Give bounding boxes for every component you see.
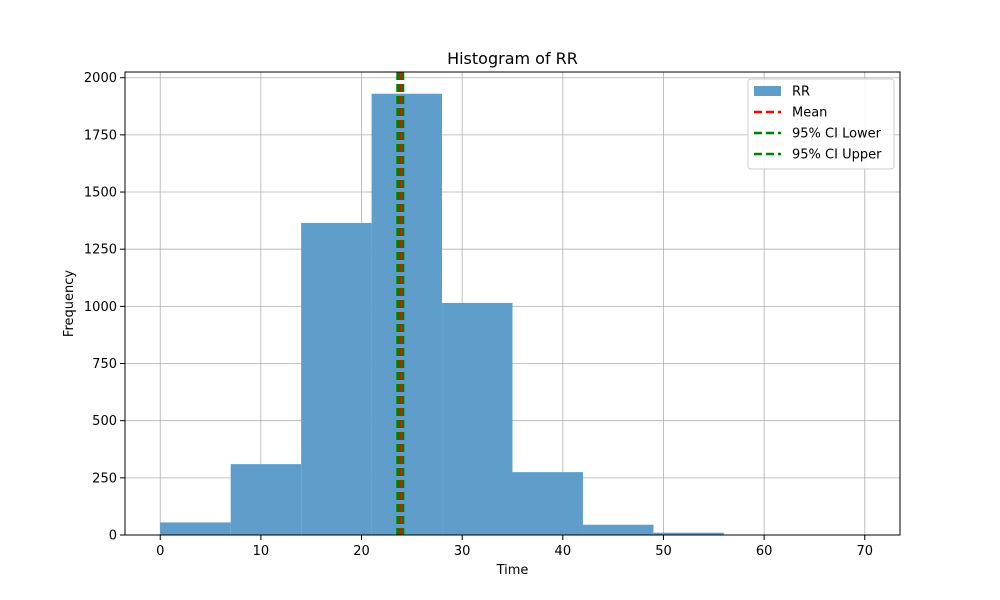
y-tick-label: 500 [92,414,117,429]
x-tick-label: 40 [555,544,572,559]
x-tick-label: 70 [856,544,873,559]
histogram-bar-6 [582,524,654,535]
y-tick-label: 250 [92,471,117,486]
histogram-bar-2 [301,222,372,536]
y-tick-label: 0 [109,529,117,544]
legend-label: 95% CI Lower [792,127,882,142]
legend-label: RR [792,85,810,100]
x-tick-label: 10 [253,544,270,559]
histogram-bar-0 [160,522,231,535]
legend: RR Mean 95% CI Lower 95% CI Upper [747,78,895,170]
y-tick-label: 2000 [84,71,117,86]
x-axis-label: Time [496,563,529,578]
histogram-bar-5 [512,472,583,535]
legend-label: Mean [792,106,827,121]
histogram-bars [160,93,865,536]
histogram-bar-4 [442,302,513,535]
histogram-bar-3 [371,93,443,536]
reference-lines [396,72,405,535]
legend-box [747,78,895,170]
legend-swatch [754,86,781,96]
histogram-bar-7 [653,532,724,535]
y-tick-label: 1000 [84,300,117,315]
x-tick-label: 30 [454,544,471,559]
y-tick-label: 1750 [84,128,117,143]
y-axis-label: Frequency [62,270,77,337]
x-tick-label: 20 [353,544,370,559]
chart-title: Histogram of RR [447,49,578,68]
y-tick-label: 1500 [84,186,117,201]
histogram-bar-1 [230,464,302,535]
y-axis-ticks: 0 250 500 750 1000 1250 1500 1750 2000 [84,71,125,544]
y-tick-label: 1250 [84,243,117,258]
legend-label: 95% CI Upper [792,148,882,163]
x-tick-label: 50 [655,544,672,559]
x-tick-label: 0 [156,544,164,559]
x-tick-label: 60 [756,544,773,559]
plot-frame [124,71,901,536]
y-tick-label: 750 [92,357,117,372]
x-axis-ticks: 0 10 20 30 40 50 60 70 [156,535,873,559]
